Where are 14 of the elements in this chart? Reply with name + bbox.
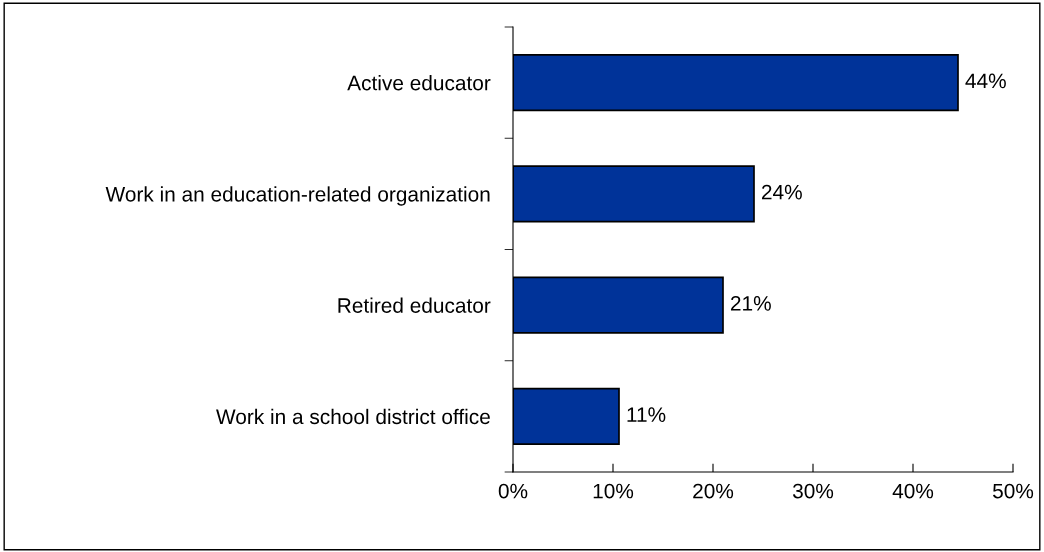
x-tick-label: 50% bbox=[992, 483, 1034, 499]
data-label: 44% bbox=[965, 73, 1006, 89]
data-label: 11% bbox=[627, 407, 666, 422]
x-tick-label: 20% bbox=[693, 483, 734, 499]
data-label: 21% bbox=[730, 295, 771, 311]
y-tick-label: Retired educator bbox=[338, 297, 491, 313]
data-label: 24% bbox=[761, 184, 802, 200]
y-tick-label: Work in an education-related organization bbox=[105, 186, 490, 206]
x-tick-label: 0% bbox=[498, 483, 528, 499]
x-tick-label: 30% bbox=[792, 483, 834, 499]
y-tick-label: Active educator bbox=[347, 75, 491, 91]
x-tick-label: 40% bbox=[892, 483, 934, 499]
x-tick-label: 10% bbox=[593, 483, 634, 499]
y-tick-label: Work in a school district office bbox=[216, 408, 490, 425]
